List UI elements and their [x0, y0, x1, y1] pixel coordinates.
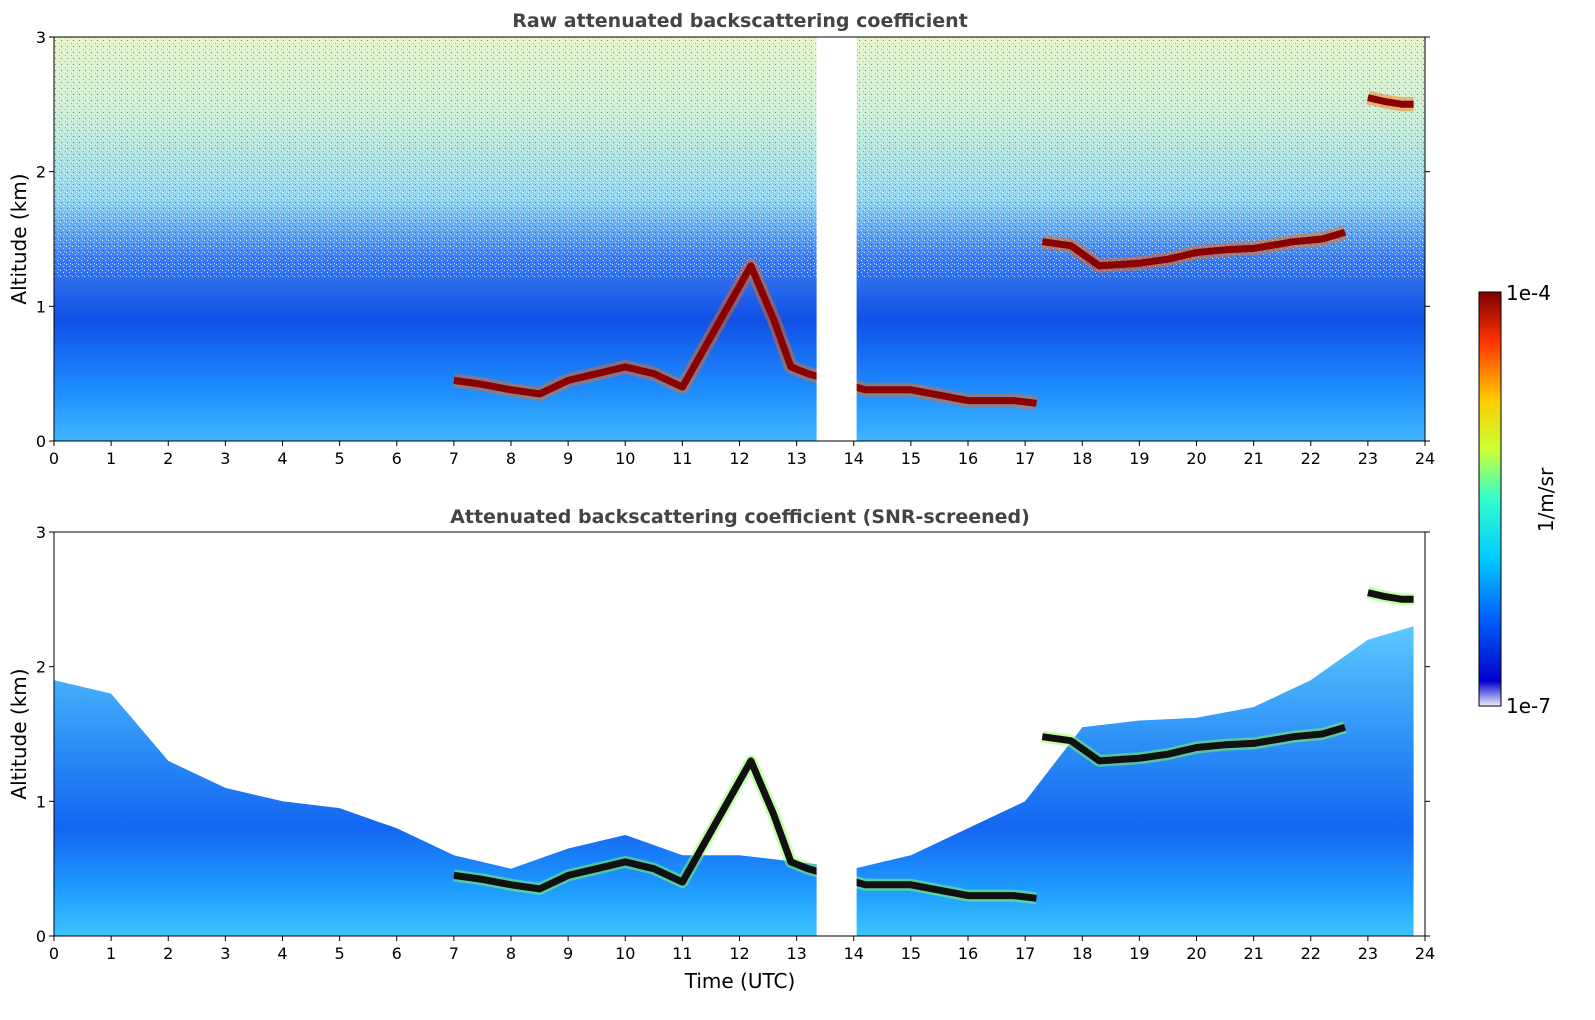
x-tick-label: 22 — [1301, 944, 1321, 963]
x-tick-label: 9 — [563, 449, 573, 468]
x-tick-label: 12 — [729, 944, 749, 963]
x-tick-label: 10 — [615, 449, 635, 468]
x-tick-label: 13 — [786, 944, 806, 963]
y-tick-label: 0 — [36, 927, 46, 946]
x-tick-label: 24 — [1415, 449, 1435, 468]
chart-title: Attenuated backscattering coefficient (S… — [450, 506, 1030, 528]
heatmap-marks — [452, 37, 1414, 441]
x-tick-label: 6 — [392, 449, 402, 468]
x-tick-label: 2 — [163, 944, 173, 963]
x-tick-label: 20 — [1186, 944, 1206, 963]
x-tick-label: 9 — [563, 944, 573, 963]
x-tick-label: 24 — [1415, 944, 1435, 963]
x-tick-label: 23 — [1358, 449, 1378, 468]
x-tick-label: 2 — [163, 449, 173, 468]
x-tick-label: 16 — [958, 944, 978, 963]
cloud-layer — [1367, 94, 1414, 108]
x-tick-label: 11 — [672, 449, 692, 468]
y-tick-label: 3 — [36, 28, 46, 47]
colorbar-unit-label: 1/m/sr — [1534, 467, 1558, 532]
cloud-layer — [1041, 228, 1346, 270]
y-tick-label: 1 — [36, 792, 46, 811]
missing-data-gap — [816, 37, 857, 441]
y-tick-label: 3 — [36, 523, 46, 542]
x-tick-label: 14 — [844, 944, 864, 963]
colorbar: 1e-4 1e-7 1/m/sr — [1478, 281, 1558, 718]
screened-backscatter-panel: Attenuated backscattering coefficient (S… — [7, 506, 1435, 993]
x-tick-label: 22 — [1301, 449, 1321, 468]
x-tick-label: 18 — [1072, 449, 1092, 468]
cloud-layer — [1041, 723, 1346, 765]
x-axis: 0 1 2 3 4 5 6 7 8 9 10 11 12 13 14 15 16 17 18 19 20 21 22 23 24 — [49, 936, 1435, 963]
x-axis: 0 1 2 3 4 5 6 7 8 9 10 11 12 13 14 15 16 17 18 19 20 21 22 23 24 — [49, 441, 1435, 468]
x-tick-label: 0 — [49, 944, 59, 963]
x-tick-label: 1 — [106, 944, 116, 963]
x-tick-label: 21 — [1243, 449, 1263, 468]
x-tick-label: 18 — [1072, 944, 1092, 963]
x-tick-label: 7 — [449, 449, 459, 468]
y-tick-label: 0 — [36, 432, 46, 451]
y-tick-label: 2 — [36, 163, 46, 182]
x-tick-label: 4 — [277, 449, 287, 468]
chart-title: Raw attenuated backscattering coefficien… — [512, 10, 968, 32]
x-tick-label: 4 — [277, 944, 287, 963]
x-tick-label: 5 — [335, 944, 345, 963]
x-tick-label: 0 — [49, 449, 59, 468]
x-tick-label: 19 — [1129, 944, 1149, 963]
cloud-layer — [453, 757, 1037, 902]
x-tick-label: 7 — [449, 944, 459, 963]
colorbar-max-label: 1e-4 — [1506, 281, 1551, 305]
cloud-layer — [453, 262, 1037, 407]
x-tick-label: 14 — [844, 449, 864, 468]
x-tick-label: 3 — [220, 449, 230, 468]
x-tick-label: 15 — [901, 449, 921, 468]
colorbar-min-label: 1e-7 — [1506, 694, 1551, 718]
y-axis-label: Altitude (km) — [7, 668, 31, 799]
x-tick-label: 5 — [335, 449, 345, 468]
noise-texture — [54, 37, 1425, 277]
missing-data-gap — [816, 855, 857, 936]
x-tick-label: 19 — [1129, 449, 1149, 468]
y-tick-label: 2 — [36, 658, 46, 677]
x-tick-label: 3 — [220, 944, 230, 963]
screened-signal-region — [54, 626, 1414, 936]
x-tick-label: 17 — [1015, 449, 1035, 468]
y-axis: 0 1 2 3 — [36, 523, 1430, 946]
x-tick-label: 21 — [1243, 944, 1263, 963]
x-tick-label: 16 — [958, 449, 978, 468]
raw-backscatter-panel: Raw attenuated backscattering coefficien… — [7, 10, 1435, 468]
heatmap-marks — [54, 586, 1414, 936]
y-axis: 0 1 2 3 — [36, 28, 1430, 451]
x-tick-label: 17 — [1015, 944, 1035, 963]
x-tick-label: 12 — [729, 449, 749, 468]
x-tick-label: 20 — [1186, 449, 1206, 468]
y-axis-label: Altitude (km) — [7, 173, 31, 304]
x-tick-label: 1 — [106, 449, 116, 468]
x-tick-label: 11 — [672, 944, 692, 963]
x-tick-label: 8 — [506, 944, 516, 963]
x-tick-label: 8 — [506, 449, 516, 468]
x-tick-label: 6 — [392, 944, 402, 963]
colorbar-gradient — [1478, 291, 1502, 707]
x-tick-label: 13 — [786, 449, 806, 468]
x-tick-label: 15 — [901, 944, 921, 963]
y-tick-label: 1 — [36, 297, 46, 316]
x-tick-label: 10 — [615, 944, 635, 963]
cloud-layer — [1367, 589, 1414, 603]
x-axis-label: Time (UTC) — [684, 969, 796, 993]
x-tick-label: 23 — [1358, 944, 1378, 963]
